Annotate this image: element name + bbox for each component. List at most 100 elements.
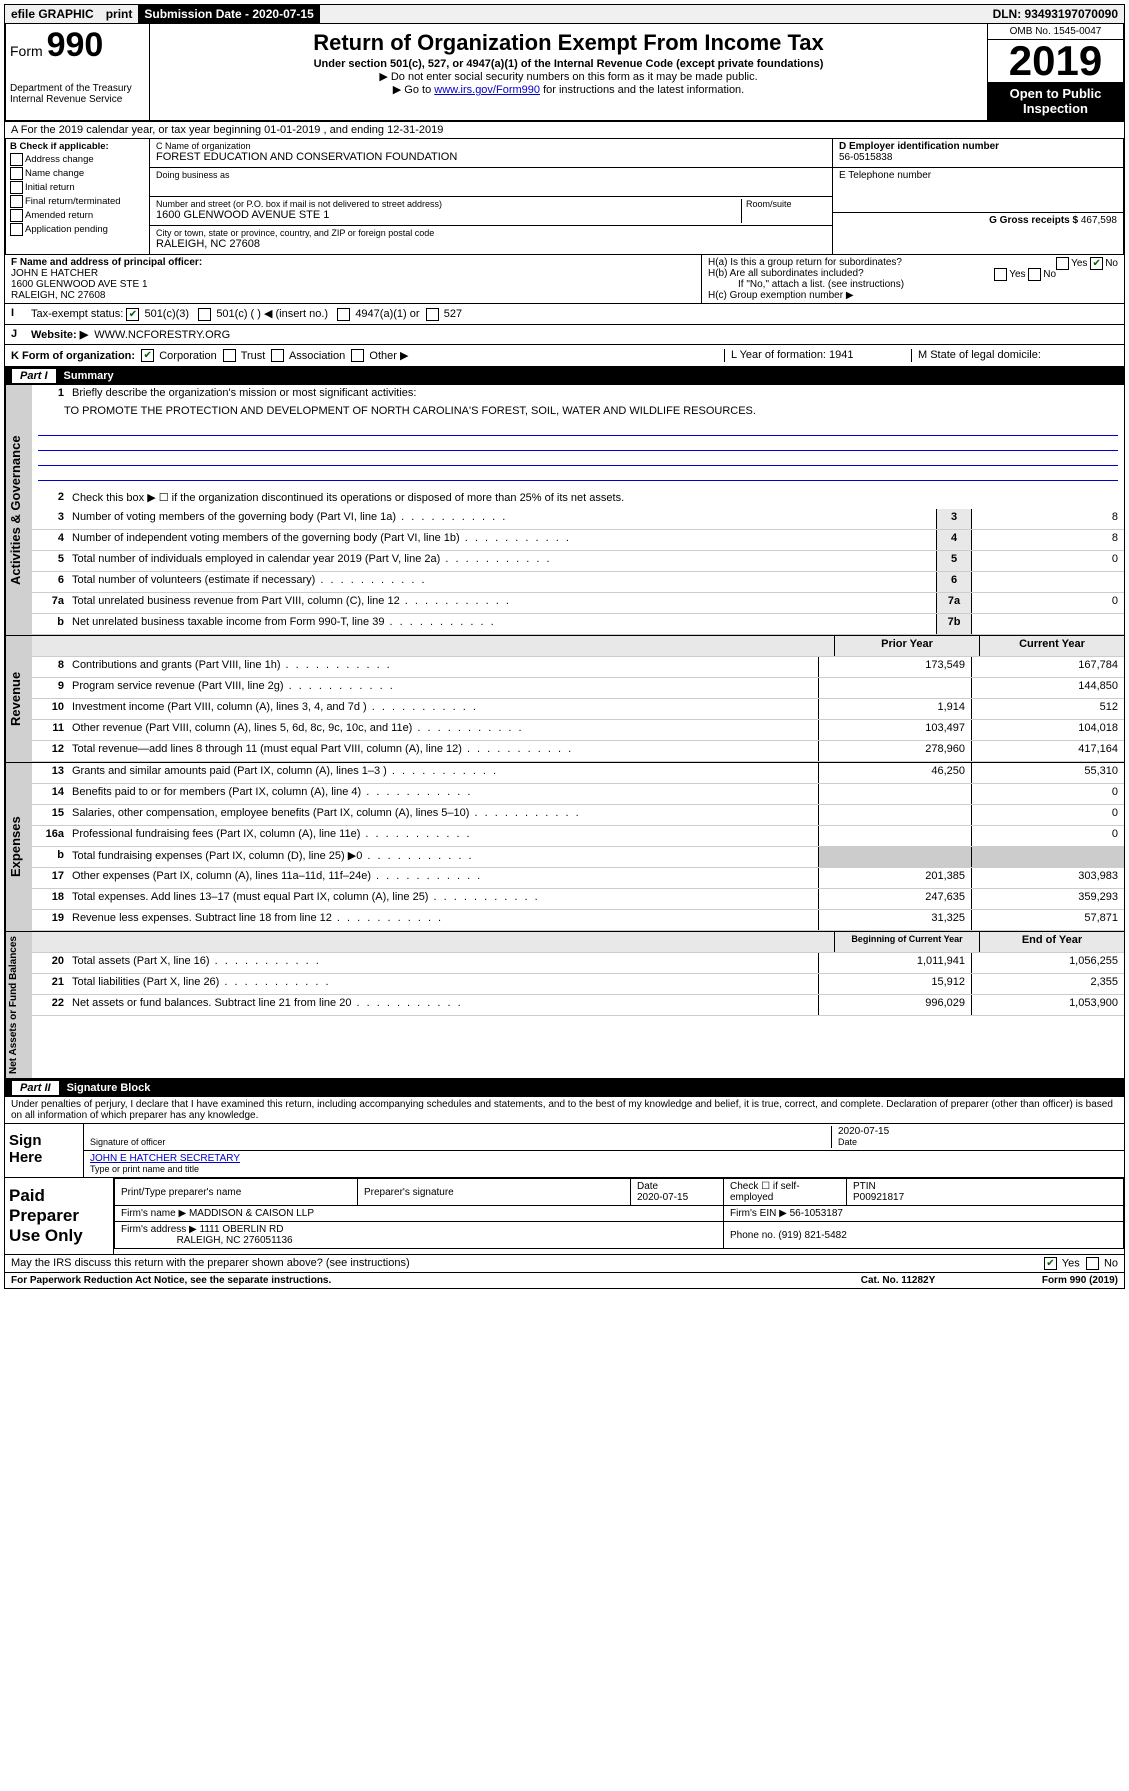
cb-other[interactable] (351, 349, 364, 362)
cb-address[interactable]: Address change (10, 153, 145, 166)
cb-amended[interactable]: Amended return (10, 209, 145, 222)
efile-label: efile GRAPHIC (5, 5, 100, 23)
form-title: Return of Organization Exempt From Incom… (154, 30, 983, 56)
table-row: 16aProfessional fundraising fees (Part I… (32, 826, 1124, 847)
col-c: C Name of organization FOREST EDUCATION … (150, 139, 832, 254)
col-d: D Employer identification number 56-0515… (832, 139, 1123, 254)
vtab-governance: Activities & Governance (5, 385, 32, 635)
firm-name: MADDISON & CAISON LLP (189, 1208, 314, 1219)
header-center: Return of Organization Exempt From Incom… (150, 24, 987, 120)
cat-no: Cat. No. 11282Y (818, 1275, 978, 1286)
table-row: 14Benefits paid to or for members (Part … (32, 784, 1124, 805)
table-row: 8Contributions and grants (Part VIII, li… (32, 657, 1124, 678)
table-row: 6Total number of volunteers (estimate if… (32, 572, 1124, 593)
cb-corp[interactable] (141, 349, 154, 362)
print-button[interactable]: print (100, 5, 139, 23)
prep-date: 2020-07-15 (637, 1192, 688, 1203)
cb-initial[interactable]: Initial return (10, 181, 145, 194)
irs-link[interactable]: www.irs.gov/Form990 (434, 84, 540, 96)
discuss-row: May the IRS discuss this return with the… (4, 1255, 1125, 1273)
check-b-title: B Check if applicable: (10, 141, 145, 152)
row-a: A For the 2019 calendar year, or tax yea… (4, 122, 1125, 139)
cb-final[interactable]: Final return/terminated (10, 195, 145, 208)
ptin: P00921817 (853, 1192, 904, 1203)
table-row: 17Other expenses (Part IX, column (A), l… (32, 868, 1124, 889)
part1-header: Part I Summary (4, 367, 1125, 385)
firm-phone: (919) 821-5482 (778, 1230, 846, 1241)
sign-here-label: Sign Here (5, 1124, 83, 1177)
org-city: RALEIGH, NC 27608 (156, 238, 826, 250)
table-row: bTotal fundraising expenses (Part IX, co… (32, 847, 1124, 868)
officer-addr1: 1600 GLENWOOD AVE STE 1 (11, 279, 695, 290)
cb-name[interactable]: Name change (10, 167, 145, 180)
cb-discuss-yes[interactable] (1044, 1257, 1057, 1270)
section-netassets: Net Assets or Fund Balances Beginning of… (4, 932, 1125, 1079)
form-number: 990 (47, 26, 104, 64)
irs-label: Internal Revenue Service (10, 94, 145, 105)
col-b-checkboxes: B Check if applicable: Address change Na… (6, 139, 150, 254)
top-bar: efile GRAPHIC print Submission Date - 20… (4, 4, 1125, 24)
website: WWW.NCFORESTRY.ORG (94, 329, 230, 341)
officer-addr2: RALEIGH, NC 27608 (11, 290, 695, 301)
header-left: Form 990 Department of the Treasury Inte… (6, 24, 150, 120)
dept-label: Department of the Treasury (10, 83, 145, 94)
row-fh: F Name and address of principal officer:… (4, 255, 1125, 304)
city-cell: City or town, state or province, country… (150, 226, 832, 254)
cb-trust[interactable] (223, 349, 236, 362)
tax-year: 2019 (988, 40, 1123, 82)
cb-assoc[interactable] (271, 349, 284, 362)
firm-city: RALEIGH, NC 276051136 (177, 1235, 293, 1246)
table-row: 4Number of independent voting members of… (32, 530, 1124, 551)
table-row: 13Grants and similar amounts paid (Part … (32, 763, 1124, 784)
col-f: F Name and address of principal officer:… (5, 255, 702, 303)
section-bcd: B Check if applicable: Address change Na… (4, 139, 1125, 255)
cb-501c[interactable] (198, 308, 211, 321)
perjury-text: Under penalties of perjury, I declare th… (4, 1097, 1125, 1124)
table-row: 20Total assets (Part X, line 16)1,011,94… (32, 953, 1124, 974)
room-label: Room/suite (741, 199, 826, 223)
cb-discuss-no[interactable] (1086, 1257, 1099, 1270)
part2-header: Part II Signature Block (4, 1079, 1125, 1097)
hdr-end: End of Year (979, 932, 1124, 952)
table-row: 11Other revenue (Part VIII, column (A), … (32, 720, 1124, 741)
hdr-beg: Beginning of Current Year (834, 932, 979, 952)
cb-self[interactable]: Check ☐ if self-employed (730, 1181, 800, 1203)
submission-date: Submission Date - 2020-07-15 (138, 5, 319, 23)
vtab-expenses: Expenses (5, 763, 32, 931)
mission-text: TO PROMOTE THE PROTECTION AND DEVELOPMEN… (32, 405, 1124, 421)
vtab-revenue: Revenue (5, 636, 32, 762)
year-formation: L Year of formation: 1941 (724, 349, 911, 363)
section-governance: Activities & Governance 1Briefly describ… (4, 385, 1125, 636)
table-row: 10Investment income (Part VIII, column (… (32, 699, 1124, 720)
table-row: 22Net assets or fund balances. Subtract … (32, 995, 1124, 1016)
cb-4947[interactable] (337, 308, 350, 321)
form-header: Form 990 Department of the Treasury Inte… (4, 24, 1125, 122)
form-subtitle: Under section 501(c), 527, or 4947(a)(1)… (154, 58, 983, 70)
cb-501c3[interactable] (126, 308, 139, 321)
table-row: 18Total expenses. Add lines 13–17 (must … (32, 889, 1124, 910)
col-h: H(a) Is this a group return for subordin… (702, 255, 1124, 303)
table-row: 5Total number of individuals employed in… (32, 551, 1124, 572)
vtab-net: Net Assets or Fund Balances (5, 932, 32, 1078)
h-a: H(a) Is this a group return for subordin… (708, 257, 1118, 268)
paid-label: Paid Preparer Use Only (5, 1178, 113, 1254)
table-row: 7aTotal unrelated business revenue from … (32, 593, 1124, 614)
gross-cell: G Gross receipts $ 467,598 (833, 213, 1123, 241)
cb-527[interactable] (426, 308, 439, 321)
table-row: bNet unrelated business taxable income f… (32, 614, 1124, 635)
cb-pending[interactable]: Application pending (10, 223, 145, 236)
h-b-note: If "No," attach a list. (see instruction… (708, 279, 1118, 290)
org-name: FOREST EDUCATION AND CONSERVATION FOUNDA… (156, 151, 826, 163)
hdr-prior: Prior Year (834, 636, 979, 656)
q1: Briefly describe the organization's miss… (68, 385, 1124, 405)
state-domicile: M State of legal domicile: (911, 349, 1118, 363)
h-c: H(c) Group exemption number ▶ (708, 290, 1118, 301)
firm-addr: 1111 OBERLIN RD (200, 1224, 284, 1235)
sig-date: 2020-07-15 (838, 1126, 889, 1137)
sign-here: Sign Here Signature of officer2020-07-15… (4, 1124, 1125, 1178)
officer-name-sig: JOHN E HATCHER SECRETARY (90, 1153, 240, 1164)
form-prefix: Form (10, 43, 43, 59)
row-k: K Form of organization: Corporation Trus… (4, 345, 1125, 368)
footer: For Paperwork Reduction Act Notice, see … (4, 1273, 1125, 1289)
table-row: 12Total revenue—add lines 8 through 11 (… (32, 741, 1124, 762)
